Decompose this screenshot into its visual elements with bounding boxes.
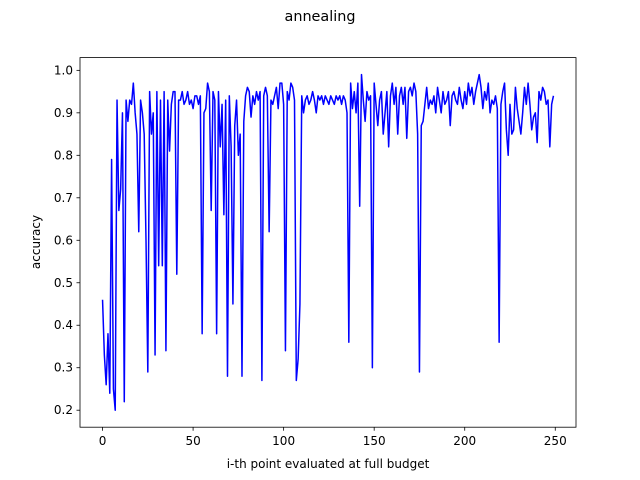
- y-tick-label: 0.7: [54, 191, 73, 205]
- y-tick-label: 0.5: [54, 276, 73, 290]
- chart-title: annealing: [285, 9, 356, 25]
- x-tick-label: 100: [272, 434, 295, 448]
- x-tick-label: 200: [453, 434, 476, 448]
- y-tick-label: 0.2: [54, 403, 73, 417]
- x-tick-label: 0: [99, 434, 107, 448]
- y-tick-label: 0.9: [54, 106, 73, 120]
- y-axis-label: accuracy: [29, 215, 43, 269]
- y-tick-label: 0.6: [54, 233, 73, 247]
- y-tick-label: 0.4: [54, 318, 73, 332]
- x-tick-label: 150: [363, 434, 386, 448]
- data-line: [101, 73, 555, 411]
- y-tick-label: 1.0: [54, 63, 73, 77]
- x-axis-label: i-th point evaluated at full budget: [227, 457, 430, 471]
- plot-frame: [79, 57, 577, 428]
- y-tick-label: 0.8: [54, 148, 73, 162]
- x-tick-label: 250: [544, 434, 567, 448]
- y-tick-label: 0.3: [54, 361, 73, 375]
- x-tick-label: 50: [185, 434, 200, 448]
